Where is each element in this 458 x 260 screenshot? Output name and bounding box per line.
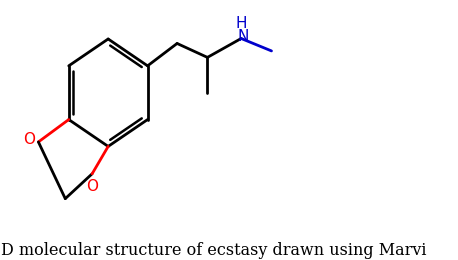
Text: O: O xyxy=(86,179,98,194)
Text: O: O xyxy=(23,132,35,147)
Text: N: N xyxy=(238,29,249,43)
Text: D molecular structure of ecstasy drawn using Marvi: D molecular structure of ecstasy drawn u… xyxy=(1,242,426,259)
Text: H: H xyxy=(235,16,247,31)
